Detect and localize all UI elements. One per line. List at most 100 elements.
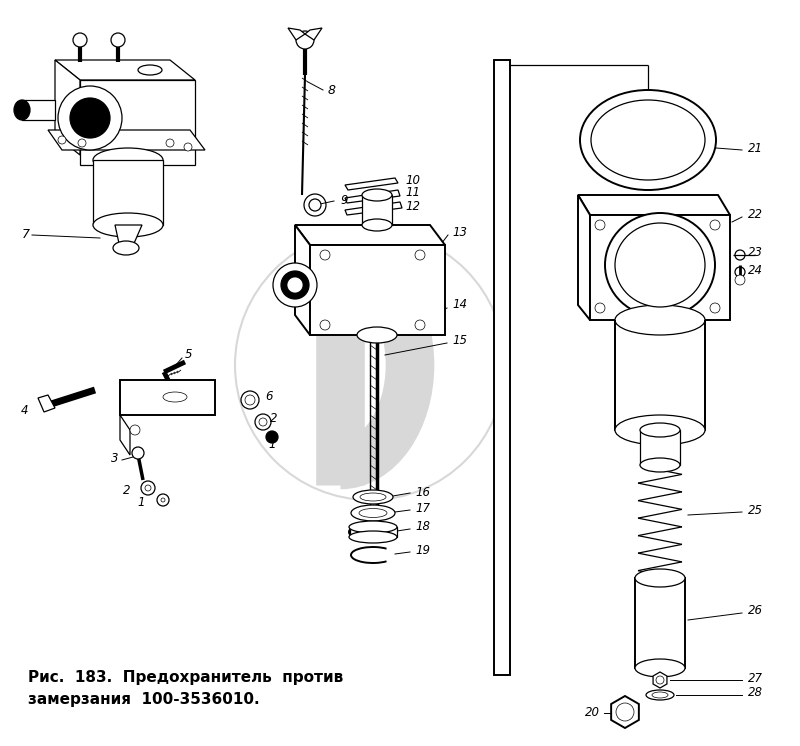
Circle shape: [166, 139, 174, 147]
Circle shape: [58, 86, 122, 150]
Ellipse shape: [615, 223, 705, 307]
Text: 11: 11: [405, 186, 420, 199]
Text: 13: 13: [452, 227, 467, 239]
Ellipse shape: [113, 241, 139, 255]
Text: 23: 23: [748, 245, 763, 259]
Circle shape: [130, 425, 140, 435]
Text: 17: 17: [415, 501, 430, 515]
Ellipse shape: [640, 458, 680, 472]
Bar: [350, 527, 397, 537]
Circle shape: [320, 250, 330, 260]
Text: 16: 16: [415, 486, 430, 498]
Ellipse shape: [362, 219, 392, 231]
Circle shape: [266, 431, 278, 443]
Bar: [93, 160, 163, 225]
Polygon shape: [55, 60, 195, 80]
Circle shape: [132, 447, 144, 459]
Text: 3: 3: [110, 451, 118, 465]
Text: 12: 12: [405, 201, 420, 213]
Text: 24: 24: [748, 263, 763, 277]
Ellipse shape: [349, 523, 397, 541]
Circle shape: [415, 250, 425, 260]
Bar: [362, 195, 392, 225]
Circle shape: [255, 414, 271, 430]
Circle shape: [735, 267, 745, 277]
Text: 19: 19: [415, 544, 430, 557]
Circle shape: [415, 320, 425, 330]
Circle shape: [73, 33, 87, 47]
Bar: [494, 60, 510, 675]
Ellipse shape: [635, 569, 685, 587]
Circle shape: [309, 199, 321, 211]
Ellipse shape: [652, 692, 668, 698]
Polygon shape: [345, 202, 402, 215]
Bar: [22, 100, 55, 120]
Circle shape: [304, 194, 326, 216]
Circle shape: [259, 418, 267, 426]
Text: 5: 5: [185, 348, 193, 362]
Ellipse shape: [635, 659, 685, 677]
Text: 25: 25: [748, 504, 763, 516]
Circle shape: [281, 271, 309, 299]
Ellipse shape: [605, 213, 715, 317]
Text: 21: 21: [748, 142, 763, 154]
Text: 1: 1: [138, 497, 145, 510]
Text: 28: 28: [748, 686, 763, 700]
Ellipse shape: [646, 690, 674, 700]
Ellipse shape: [359, 509, 387, 518]
Text: 2: 2: [122, 483, 130, 497]
Text: 2: 2: [270, 412, 278, 424]
Ellipse shape: [362, 189, 392, 201]
Ellipse shape: [349, 531, 397, 543]
Polygon shape: [115, 225, 142, 248]
Polygon shape: [310, 245, 445, 335]
Circle shape: [595, 220, 605, 230]
Ellipse shape: [93, 213, 163, 237]
Polygon shape: [578, 195, 590, 320]
Text: 10: 10: [405, 174, 420, 186]
Text: 26: 26: [748, 604, 763, 616]
Circle shape: [595, 303, 605, 313]
Polygon shape: [55, 60, 80, 155]
Circle shape: [161, 498, 165, 502]
Ellipse shape: [93, 148, 163, 172]
Circle shape: [656, 676, 664, 684]
Bar: [615, 320, 705, 430]
Circle shape: [616, 703, 634, 721]
Polygon shape: [120, 380, 215, 415]
Ellipse shape: [615, 415, 705, 445]
Circle shape: [70, 98, 110, 138]
Circle shape: [58, 136, 66, 144]
Circle shape: [320, 320, 330, 330]
Text: 22: 22: [748, 208, 763, 222]
Text: 14: 14: [452, 298, 467, 312]
Text: 20: 20: [585, 706, 600, 719]
Circle shape: [245, 395, 255, 405]
Circle shape: [78, 139, 86, 147]
Ellipse shape: [615, 305, 705, 335]
Polygon shape: [590, 215, 730, 320]
Bar: [635, 578, 685, 668]
Polygon shape: [305, 28, 322, 40]
Polygon shape: [38, 395, 55, 412]
Text: 27: 27: [748, 671, 763, 685]
Text: 4: 4: [21, 404, 28, 416]
Circle shape: [145, 485, 151, 491]
Circle shape: [241, 391, 259, 409]
Ellipse shape: [591, 100, 705, 180]
Ellipse shape: [357, 327, 397, 343]
Circle shape: [296, 31, 314, 49]
Text: 15: 15: [452, 333, 467, 346]
Text: замерзания  100-3536010.: замерзания 100-3536010.: [28, 692, 260, 707]
Ellipse shape: [360, 493, 386, 501]
Polygon shape: [345, 190, 400, 203]
Circle shape: [710, 303, 720, 313]
Text: Рис.  183.  Предохранитель  против: Рис. 183. Предохранитель против: [28, 670, 343, 685]
Text: 7: 7: [22, 228, 30, 242]
Polygon shape: [120, 415, 130, 455]
Ellipse shape: [14, 100, 30, 120]
Circle shape: [273, 263, 317, 307]
Ellipse shape: [358, 527, 388, 537]
Circle shape: [735, 250, 745, 260]
Polygon shape: [295, 225, 310, 335]
